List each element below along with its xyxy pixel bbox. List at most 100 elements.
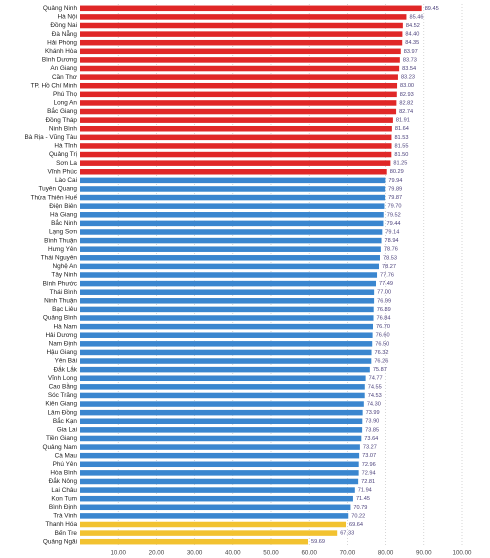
y-tick-label: Lai Châu — [51, 487, 77, 494]
bar — [80, 280, 377, 287]
value-label: 71.45 — [356, 496, 370, 502]
bar — [80, 108, 397, 115]
y-tick-label: Gia Lai — [57, 427, 77, 434]
y-tick-label: Cà Mau — [55, 452, 78, 459]
x-tick-label: 40.00 — [225, 550, 241, 557]
y-tick-label: Kiên Giang — [45, 401, 77, 408]
bar — [80, 349, 372, 356]
y-tick-label: Thanh Hóa — [45, 521, 77, 528]
value-label: 79.89 — [388, 186, 402, 192]
y-tick-label: Hải Dương — [45, 332, 77, 339]
x-tick-label: 10.00 — [110, 550, 126, 557]
bar — [80, 401, 364, 407]
value-label: 78.94 — [385, 238, 399, 244]
bar — [80, 409, 363, 416]
bar — [80, 487, 355, 493]
y-tick-label: Hòa Bình — [50, 470, 77, 477]
value-label: 72.94 — [362, 470, 376, 476]
bar — [80, 48, 401, 55]
value-label: 84.52 — [406, 23, 420, 29]
bar — [80, 229, 383, 235]
y-tick-label: Đà Nẵng — [52, 29, 78, 38]
bar — [80, 237, 382, 244]
y-tick-label: Bình Thuận — [44, 237, 77, 244]
value-label: 83.54 — [402, 66, 416, 72]
y-tick-label: Ninh Thuận — [44, 297, 77, 304]
value-label: 81.55 — [395, 143, 409, 149]
value-label: 73.07 — [362, 453, 376, 459]
value-label: 76.84 — [377, 316, 391, 322]
y-tick-label: Bình Định — [49, 504, 78, 511]
y-tick-label: Vĩnh Phúc — [48, 168, 78, 175]
bar — [80, 427, 363, 433]
bar — [80, 246, 381, 252]
value-label: 72.81 — [361, 479, 375, 485]
value-label: 84.40 — [405, 32, 419, 38]
value-label: 81.25 — [393, 161, 407, 167]
y-tick-label: Phú Thọ — [53, 91, 77, 98]
y-tick-label: Kon Tum — [51, 495, 77, 502]
y-tick-label: Lâm Đồng — [48, 407, 78, 416]
x-tick-label: 90.00 — [416, 550, 432, 557]
value-label: 76.26 — [374, 359, 388, 365]
value-label: 77.49 — [379, 281, 393, 287]
bar — [80, 513, 349, 519]
bar — [80, 435, 362, 442]
bar — [80, 538, 309, 545]
value-label: 73.99 — [366, 410, 380, 416]
bar — [80, 177, 386, 184]
y-tick-label: Bạc Liêu — [52, 306, 77, 313]
value-label: 78.76 — [384, 247, 398, 253]
y-tick-label: Nam Định — [49, 341, 78, 348]
bar — [80, 461, 359, 468]
value-label: 81.64 — [395, 126, 409, 132]
y-tick-label: Thái Bình — [50, 289, 78, 296]
value-label: 67.33 — [340, 531, 354, 537]
bar — [80, 418, 363, 425]
bar — [80, 478, 359, 485]
y-tick-label: Sóc Trăng — [48, 392, 78, 399]
bar — [80, 57, 400, 63]
bar — [80, 194, 386, 201]
value-label: 79.94 — [388, 178, 402, 184]
bar — [80, 82, 398, 89]
y-tick-label: Đồng Tháp — [45, 115, 77, 124]
x-tick-label: 70.00 — [340, 550, 356, 557]
y-tick-label: Cao Bằng — [49, 382, 78, 391]
bar — [80, 470, 359, 476]
bar — [80, 91, 397, 98]
value-label: 74.53 — [368, 393, 382, 399]
value-label: 77.76 — [380, 272, 394, 278]
value-label: 85.46 — [409, 14, 423, 20]
y-tick-label: Hậu Giang — [46, 349, 77, 356]
y-tick-label: Hà Nội — [57, 14, 77, 21]
bar — [80, 151, 392, 158]
value-label: 73.85 — [365, 427, 379, 433]
bar — [80, 74, 398, 80]
y-tick-label: Trà Vinh — [53, 513, 77, 520]
y-tick-label: Lạng Sơn — [49, 229, 77, 236]
y-tick-label: Hưng Yên — [48, 246, 77, 253]
bar — [80, 255, 380, 261]
value-label: 76.70 — [376, 324, 390, 330]
x-tick-label: 80.00 — [378, 550, 394, 557]
y-tick-label: Quảng Trị — [49, 151, 77, 158]
y-tick-label: Hà Giang — [50, 211, 77, 218]
y-tick-label: Bình Phước — [43, 280, 78, 287]
x-tick-label: 30.00 — [187, 550, 203, 557]
y-tick-label: Bến Tre — [55, 528, 78, 537]
bar — [80, 358, 372, 364]
bar — [80, 117, 393, 123]
y-tick-label: Sơn La — [56, 160, 77, 167]
y-tick-label: Lào Cai — [55, 177, 77, 184]
value-label: 73.27 — [363, 445, 377, 451]
value-label: 82.74 — [399, 109, 413, 115]
value-label: 77.00 — [377, 290, 391, 296]
y-tick-label: Cần Thơ — [52, 72, 77, 81]
y-tick-label: Thái Nguyên — [41, 254, 78, 261]
value-label: 73.64 — [364, 436, 378, 442]
bar — [80, 203, 385, 209]
value-label: 81.50 — [394, 152, 408, 158]
y-tick-label: Đắk Nông — [49, 476, 78, 485]
